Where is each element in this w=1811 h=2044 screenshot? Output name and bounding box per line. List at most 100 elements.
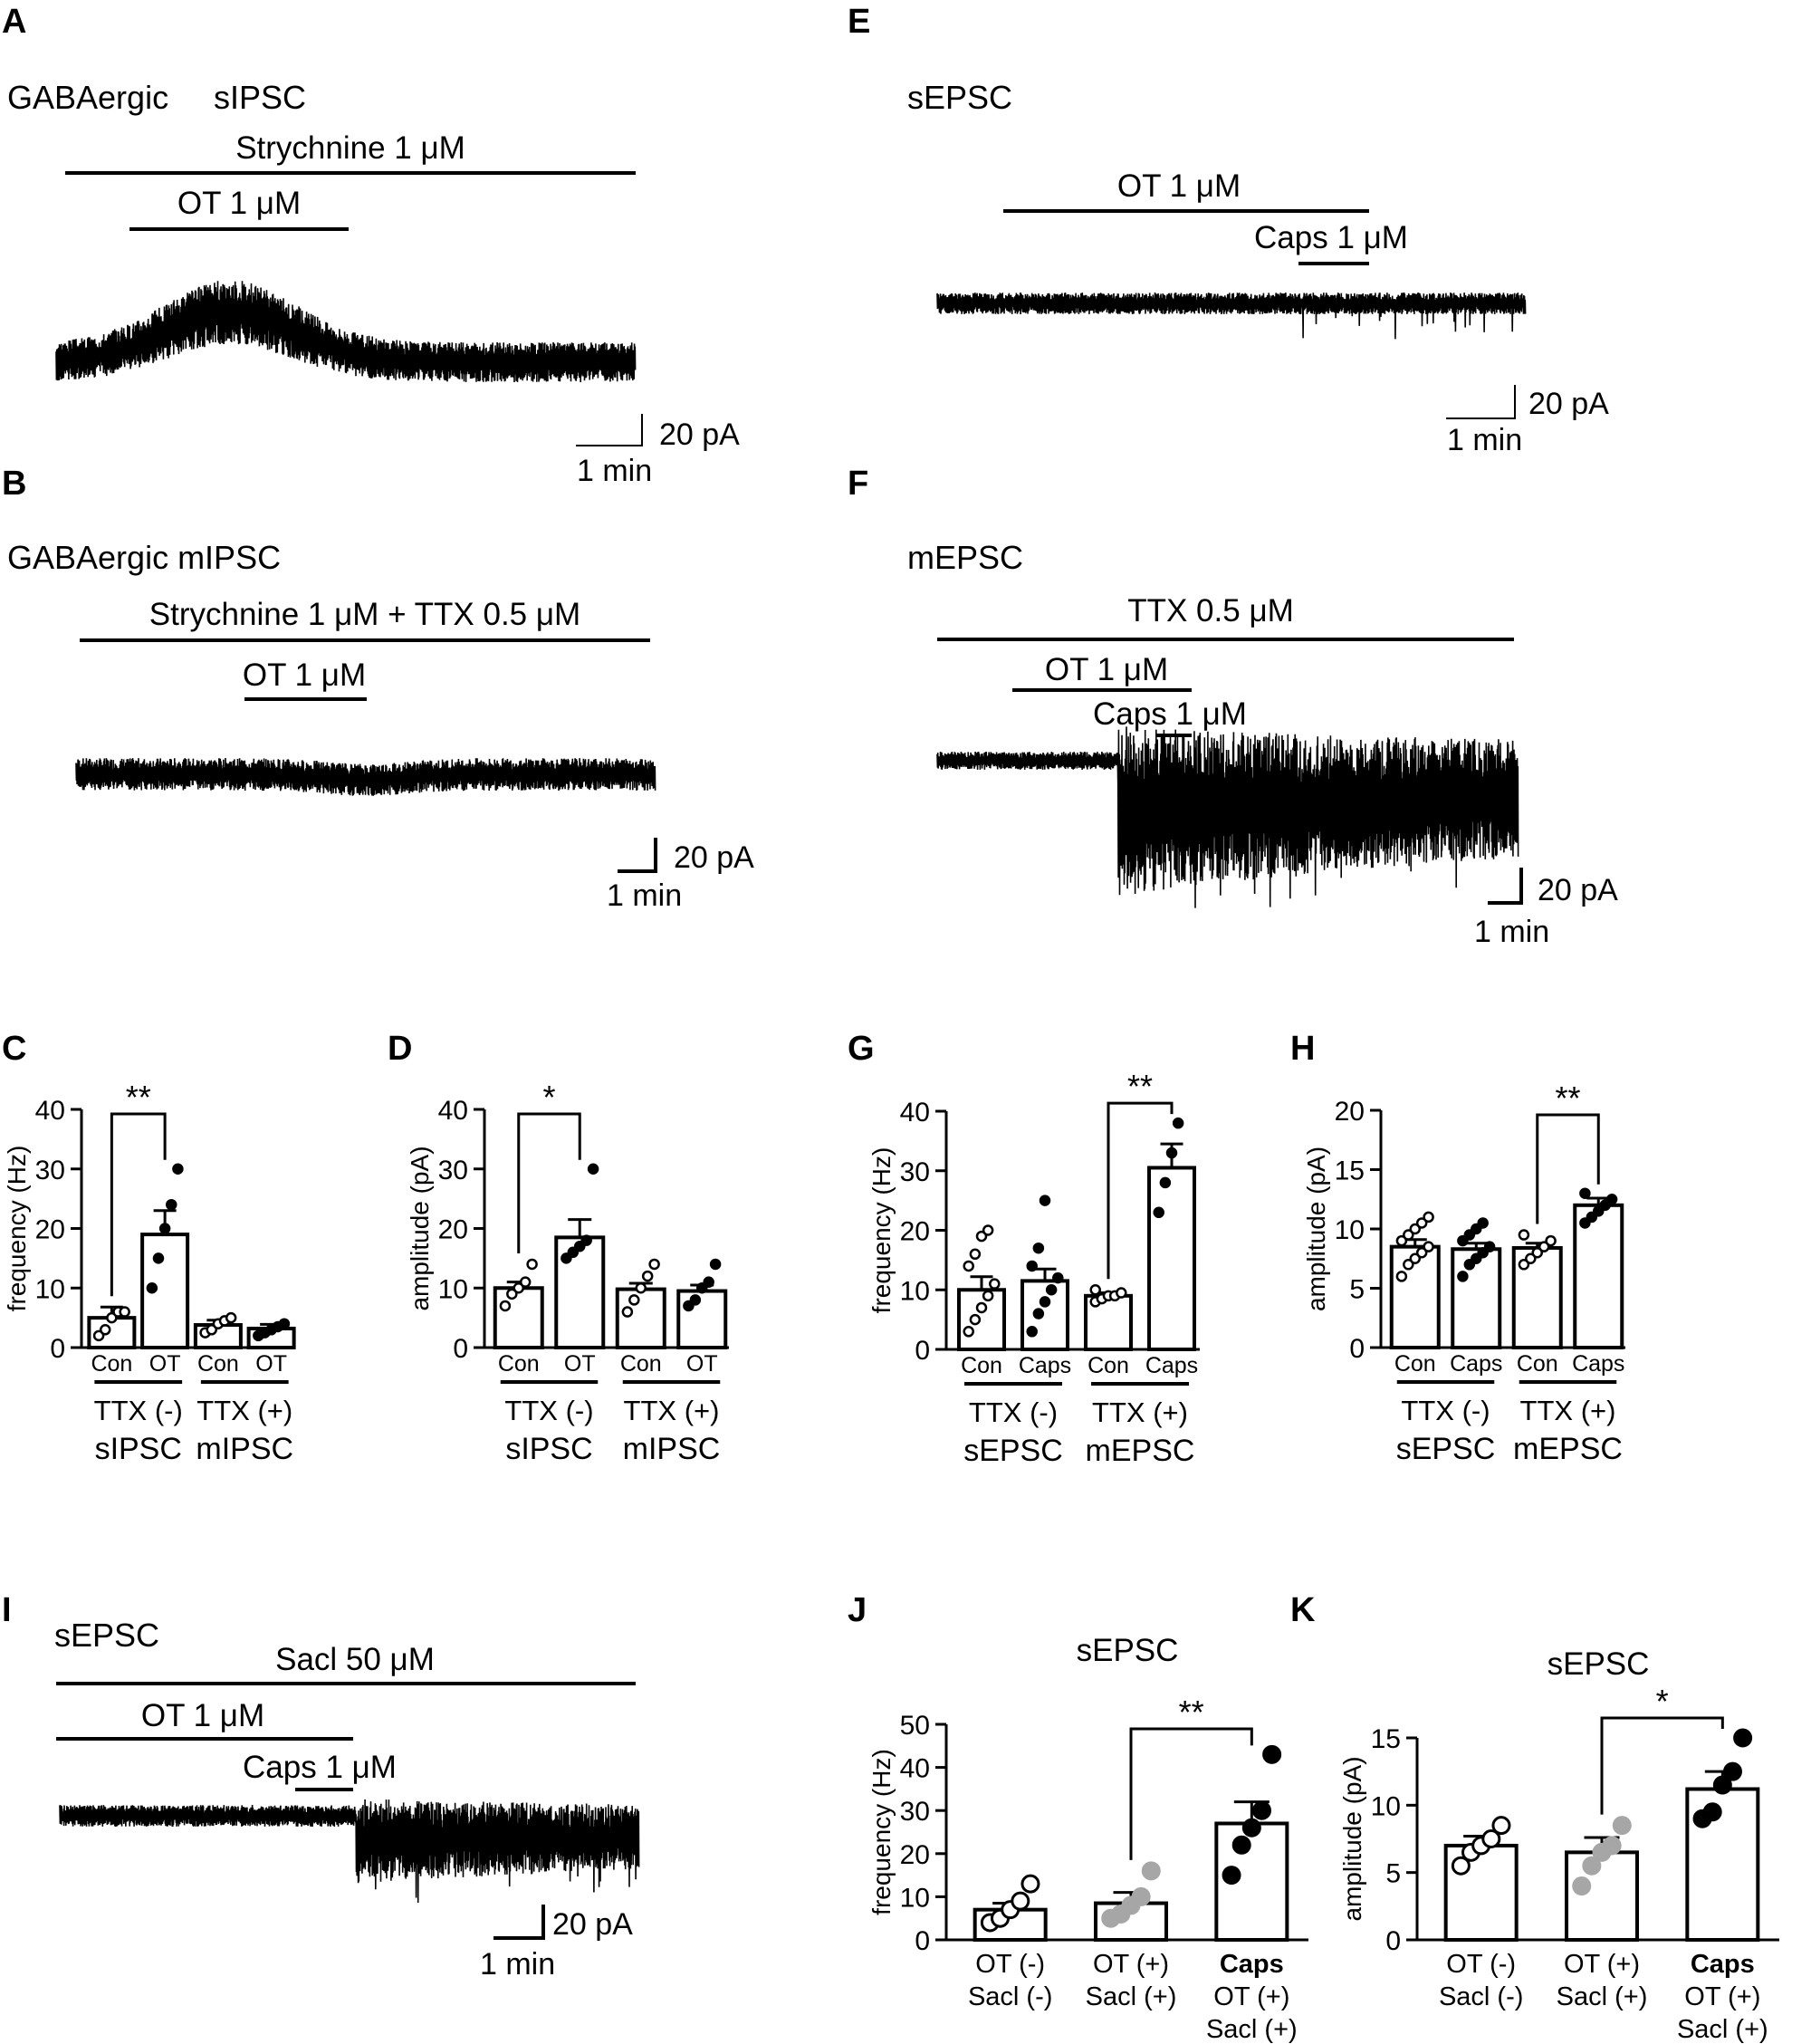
y-tick-label-G: 10 bbox=[900, 1276, 930, 1306]
data-point-J bbox=[1020, 1874, 1040, 1894]
y-tick-label-J: 10 bbox=[900, 1883, 930, 1913]
data-point-J bbox=[1222, 1866, 1241, 1886]
data-point-K bbox=[1602, 1836, 1622, 1856]
data-point-H bbox=[1463, 1229, 1476, 1241]
y-tick-label-K: 0 bbox=[1385, 1926, 1401, 1956]
y-tick-label-G: 20 bbox=[900, 1217, 930, 1247]
drug-label-ot: OT 1 μM bbox=[1117, 168, 1241, 204]
data-point-C bbox=[99, 1324, 111, 1336]
x-tick-label-K-2: Caps bbox=[1691, 1950, 1755, 1979]
data-point-H bbox=[1579, 1217, 1591, 1229]
significance-bracket-C bbox=[110, 1112, 167, 1297]
drug-label-sacl: Sacl 50 μM bbox=[275, 1642, 435, 1677]
bar-G-3 bbox=[1147, 1166, 1196, 1352]
drug-label-caps: Caps 1 μM bbox=[1254, 220, 1408, 255]
data-point-G bbox=[1039, 1195, 1051, 1206]
chart-title-J: sEPSC bbox=[1077, 1633, 1179, 1668]
y-tick-label-K: 15 bbox=[1371, 1724, 1401, 1754]
trace-label-gabaergic-mipsc: GABAergic mIPSC bbox=[7, 539, 281, 576]
data-point-G bbox=[1165, 1147, 1178, 1159]
group-label-G-0: TTX (-) bbox=[969, 1396, 1058, 1428]
y-tick-label-D: 0 bbox=[453, 1334, 468, 1364]
data-point-C bbox=[225, 1311, 237, 1324]
x-tick-label-K-1: Sacl (+) bbox=[1557, 1982, 1648, 2011]
x-tick-label-C-3: OT bbox=[255, 1351, 287, 1377]
panel-letter-D: D bbox=[388, 1030, 412, 1068]
data-point-K bbox=[1572, 1876, 1592, 1896]
data-point-K bbox=[1582, 1856, 1602, 1876]
data-point-C bbox=[278, 1318, 291, 1329]
y-tick-label-C: 20 bbox=[35, 1215, 65, 1245]
data-point-K bbox=[1491, 1816, 1511, 1836]
drug-label-ot: OT 1 μM bbox=[1045, 652, 1168, 687]
data-point-H bbox=[1457, 1271, 1469, 1282]
data-point-G bbox=[1045, 1284, 1058, 1296]
x-tick-label-J-1: Sacl (+) bbox=[1086, 1982, 1177, 2011]
data-point-G bbox=[982, 1290, 994, 1302]
panel-letter-B: B bbox=[2, 465, 26, 503]
x-tick-label-G-3: Caps bbox=[1145, 1353, 1198, 1378]
data-point-K bbox=[1712, 1775, 1732, 1795]
data-point-G bbox=[1172, 1117, 1184, 1129]
data-point-J bbox=[1011, 1891, 1030, 1911]
scale-bar-A bbox=[576, 414, 643, 446]
x-tick-label-K-1: OT (+) bbox=[1564, 1950, 1640, 1979]
group-label-G-1: TTX (+) bbox=[1092, 1396, 1188, 1428]
group-name-H-1: mEPSC bbox=[1513, 1432, 1623, 1466]
data-point-D bbox=[628, 1294, 640, 1306]
current-trace-A bbox=[55, 281, 637, 383]
data-point-H bbox=[1457, 1234, 1469, 1247]
data-point-H bbox=[1586, 1211, 1598, 1224]
current-trace-E bbox=[936, 292, 1527, 340]
y-tick-label-J: 20 bbox=[900, 1840, 930, 1870]
bar-D-3 bbox=[676, 1289, 728, 1349]
y-tick-label-G: 30 bbox=[900, 1157, 930, 1187]
data-point-D bbox=[683, 1300, 695, 1312]
y-tick-label-H: 0 bbox=[1349, 1334, 1365, 1364]
scale-label-I-x: 1 min bbox=[480, 1947, 555, 1982]
group-name-G-1: mEPSC bbox=[1086, 1434, 1195, 1468]
x-tick-label-C-0: Con bbox=[91, 1351, 132, 1377]
bar-G-1 bbox=[1020, 1279, 1069, 1351]
data-point-H bbox=[1471, 1252, 1482, 1264]
data-point-K bbox=[1451, 1856, 1471, 1876]
y-axis-label-C: frequency (Hz) bbox=[3, 1146, 31, 1312]
panel-letter-K: K bbox=[1290, 1591, 1316, 1629]
scale-label-B-y: 20 pA bbox=[674, 840, 754, 875]
y-axis-label-J: frequency (Hz) bbox=[867, 1749, 896, 1915]
x-tick-label-C-2: Con bbox=[197, 1351, 239, 1377]
x-tick-label-G-0: Con bbox=[961, 1353, 1002, 1378]
x-tick-label-J-2: OT (+) bbox=[1213, 1982, 1289, 2011]
x-tick-label-H-0: Con bbox=[1394, 1351, 1436, 1377]
data-point-G bbox=[969, 1248, 982, 1261]
data-point-H bbox=[1395, 1271, 1408, 1282]
x-tick-label-J-0: Sacl (-) bbox=[968, 1982, 1052, 2011]
significance-marker-H: ** bbox=[1555, 1080, 1580, 1117]
panel-B: B GABAergic mIPSC Strychnine 1 μM + TTX … bbox=[2, 465, 754, 913]
bar-K-1 bbox=[1565, 1850, 1639, 1943]
x-tick-label-D-1: OT bbox=[564, 1351, 596, 1377]
data-point-G bbox=[1153, 1206, 1164, 1219]
data-point-J bbox=[1241, 1818, 1261, 1838]
data-point-D bbox=[621, 1306, 634, 1318]
data-point-D bbox=[587, 1163, 599, 1175]
group-label-D-0: TTX (-) bbox=[504, 1395, 593, 1426]
panel-F: F mEPSC TTX 0.5 μM OT 1 μM Caps 1 μM 20 … bbox=[848, 465, 1618, 949]
y-tick-label-D: 10 bbox=[438, 1274, 468, 1304]
group-label-D-1: TTX (+) bbox=[624, 1395, 720, 1426]
x-tick-label-J-1: OT (+) bbox=[1093, 1950, 1169, 1979]
y-tick-label-H: 15 bbox=[1335, 1156, 1365, 1186]
data-point-H bbox=[1599, 1199, 1611, 1212]
trace-label-sepsc: sEPSC bbox=[54, 1617, 159, 1654]
y-tick-label-G: 0 bbox=[915, 1336, 930, 1366]
data-point-H bbox=[1395, 1234, 1408, 1247]
significance-bracket-J bbox=[1129, 1727, 1253, 1860]
trace-label-sepsc: sEPSC bbox=[907, 79, 1012, 116]
data-point-K bbox=[1481, 1829, 1501, 1848]
data-point-D bbox=[648, 1258, 660, 1271]
